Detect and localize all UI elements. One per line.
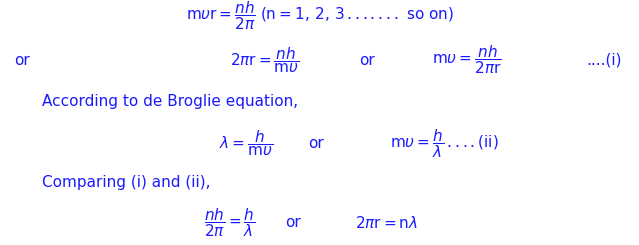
Text: $\mathrm{m}\upsilon = \dfrac{h}{\lambda}\,....(\mathrm{ii})$: $\mathrm{m}\upsilon = \dfrac{h}{\lambda}…: [390, 127, 498, 160]
Text: $2\pi\mathrm{r} = \mathrm{n}\lambda$: $2\pi\mathrm{r} = \mathrm{n}\lambda$: [355, 215, 418, 231]
Text: Comparing (i) and (ii),: Comparing (i) and (ii),: [42, 175, 210, 190]
Text: or: or: [285, 215, 300, 231]
Text: $2\pi\mathrm{r} = \dfrac{nh}{\mathrm{m}\upsilon}$: $2\pi\mathrm{r} = \dfrac{nh}{\mathrm{m}\…: [231, 45, 300, 75]
Text: $\mathrm{m}\upsilon\mathrm{r} = \dfrac{nh}{2\pi}\;(\mathrm{n} = 1,\, 2,\, 3\,...: $\mathrm{m}\upsilon\mathrm{r} = \dfrac{n…: [185, 0, 454, 32]
Text: or: or: [14, 52, 30, 68]
Text: $\dfrac{nh}{2\pi} = \dfrac{h}{\lambda}$: $\dfrac{nh}{2\pi} = \dfrac{h}{\lambda}$: [204, 207, 256, 239]
Text: $\lambda = \dfrac{h}{\mathrm{m}\upsilon}$: $\lambda = \dfrac{h}{\mathrm{m}\upsilon}…: [219, 128, 273, 158]
Text: $\mathrm{m}\upsilon = \dfrac{nh}{2\pi\mathrm{r}}$: $\mathrm{m}\upsilon = \dfrac{nh}{2\pi\ma…: [432, 44, 501, 76]
Text: ....(i): ....(i): [586, 52, 622, 68]
Text: or: or: [360, 52, 375, 68]
Text: According to de Broglie equation,: According to de Broglie equation,: [42, 94, 298, 109]
Text: or: or: [309, 136, 324, 151]
